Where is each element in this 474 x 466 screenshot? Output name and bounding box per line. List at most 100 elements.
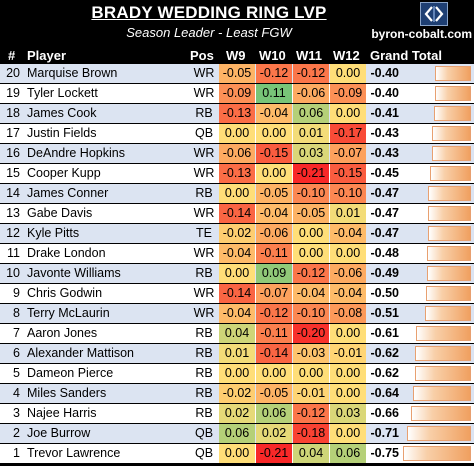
w9-cell: 0.02 (219, 404, 255, 423)
position-cell: WR (193, 66, 215, 80)
total-bar (432, 146, 471, 161)
w9-cell: 0.00 (219, 444, 255, 463)
grand-total-cell: -0.40 (370, 66, 400, 80)
w10-cell: -0.11 (256, 244, 292, 263)
grand-total-cell: -0.40 (370, 86, 400, 100)
w12-cell: -0.06 (330, 264, 366, 283)
total-bar-cell (402, 204, 472, 223)
header-grand-total: Grand Total (370, 48, 442, 63)
site-credit: byron-cobalt.com (371, 27, 472, 41)
rank-cell: 7 (13, 326, 20, 340)
total-bar (407, 426, 471, 441)
w10-cell: -0.04 (256, 104, 292, 123)
table-row: 8 Terry McLaurin WR -0.04 -0.12 -0.10 -0.08 -0.… (0, 304, 474, 323)
w10-cell: -0.15 (256, 144, 292, 163)
total-bar (415, 366, 471, 381)
rank-cell: 10 (6, 266, 20, 280)
total-bar (427, 246, 471, 261)
total-bar-cell (402, 304, 472, 323)
w9-cell: -0.04 (219, 244, 255, 263)
table-row: 14 James Conner RB 0.00 -0.05 -0.10 -0.10 -0.47 (0, 184, 474, 203)
w11-cell: 0.03 (293, 144, 329, 163)
w10-cell: -0.05 (256, 184, 292, 203)
total-bar-cell (402, 164, 472, 183)
w12-cell: 0.00 (330, 324, 366, 343)
w11-cell: -0.10 (293, 304, 329, 323)
table-row: 18 James Cook RB -0.13 -0.04 0.06 0.00 -0.41 (0, 104, 474, 123)
w10-cell: 0.09 (256, 264, 292, 283)
rank-cell: 4 (13, 386, 20, 400)
w10-cell: 0.00 (256, 164, 292, 183)
rank-cell: 9 (13, 286, 20, 300)
table-row: 9 Chris Godwin WR -0.14 -0.07 -0.04 -0.04 -0.50 (0, 284, 474, 303)
w10-cell: 0.02 (256, 424, 292, 443)
player-cell: Cooper Kupp (27, 166, 101, 180)
table-row: 1 Trevor Lawrence QB 0.00 -0.21 0.04 0.06 -0.75 (0, 444, 474, 463)
w11-cell: -0.12 (293, 404, 329, 423)
header-row: # Player Pos W9 W10 W11 W12 Grand Total (0, 46, 474, 64)
header-pos: Pos (190, 48, 214, 63)
w12-cell: -0.17 (330, 124, 366, 143)
total-bar-cell (402, 144, 472, 163)
rank-cell: 20 (6, 66, 20, 80)
w9-cell: -0.14 (219, 284, 255, 303)
w11-cell: -0.12 (293, 64, 329, 83)
position-cell: QB (194, 126, 214, 140)
total-bar-cell (402, 244, 472, 263)
total-bar (428, 226, 471, 241)
total-bar (403, 446, 471, 461)
position-cell: WR (193, 86, 215, 100)
w9-cell: -0.04 (219, 304, 255, 323)
w10-cell: 0.11 (256, 84, 292, 103)
w10-cell: -0.05 (256, 384, 292, 403)
rank-cell: 11 (7, 246, 20, 260)
w11-cell: 0.00 (293, 224, 329, 243)
w9-cell: -0.02 (219, 224, 255, 243)
w11-cell: 0.01 (293, 124, 329, 143)
grand-total-cell: -0.49 (370, 266, 400, 280)
header-w10: W10 (259, 48, 286, 63)
total-bar-cell (402, 404, 472, 423)
w10-cell: -0.21 (256, 444, 292, 463)
player-cell: James Cook (27, 106, 97, 120)
table-row: 11 Drake London WR -0.04 -0.11 0.00 0.00 -0.48 (0, 244, 474, 263)
total-bar-cell (402, 424, 472, 443)
rank-cell: 16 (6, 146, 20, 160)
table-row: 20 Marquise Brown WR -0.05 -0.12 -0.12 0.00 -0.… (0, 64, 474, 83)
w12-cell: -0.10 (330, 184, 366, 203)
grand-total-cell: -0.47 (370, 186, 400, 200)
w11-cell: -0.21 (293, 164, 329, 183)
w9-cell: 0.00 (219, 264, 255, 283)
player-cell: Drake London (27, 246, 106, 260)
position-cell: RB (195, 346, 213, 360)
rank-cell: 15 (6, 166, 20, 180)
table-row: 2 Joe Burrow QB 0.06 0.02 -0.18 0.00 -0.71 (0, 424, 474, 443)
position-cell: RB (195, 386, 213, 400)
table-row: 10 Javonte Williams RB 0.00 0.09 -0.12 -0.06 -0… (0, 264, 474, 283)
total-bar-cell (402, 224, 472, 243)
w9-cell: 0.00 (219, 364, 255, 383)
w11-cell: -0.18 (293, 424, 329, 443)
grand-total-cell: -0.75 (370, 446, 400, 460)
w10-cell: -0.04 (256, 204, 292, 223)
player-cell: Trevor Lawrence (27, 446, 121, 460)
total-bar (428, 206, 471, 221)
w11-cell: -0.10 (293, 184, 329, 203)
header-w9: W9 (226, 48, 246, 63)
table-row: 7 Aaron Jones RB 0.04 -0.11 -0.20 0.00 -0.61 (0, 324, 474, 343)
header-num: # (8, 48, 16, 63)
total-bar (411, 406, 471, 421)
total-bar-cell (402, 124, 472, 143)
w10-cell: -0.07 (256, 284, 292, 303)
w11-cell: -0.06 (293, 84, 329, 103)
position-cell: WR (193, 206, 215, 220)
position-cell: RB (195, 186, 213, 200)
table-row: 12 Kyle Pitts TE -0.02 -0.06 0.00 -0.04 -0.47 (0, 224, 474, 243)
w11-cell: 0.04 (293, 444, 329, 463)
position-cell: RB (195, 406, 213, 420)
table-subtitle: Season Leader - Least FGW (126, 25, 292, 40)
w9-cell: -0.02 (219, 384, 255, 403)
w10-cell: -0.12 (256, 304, 292, 323)
w11-cell: -0.03 (293, 344, 329, 363)
player-cell: DeAndre Hopkins (27, 146, 125, 160)
